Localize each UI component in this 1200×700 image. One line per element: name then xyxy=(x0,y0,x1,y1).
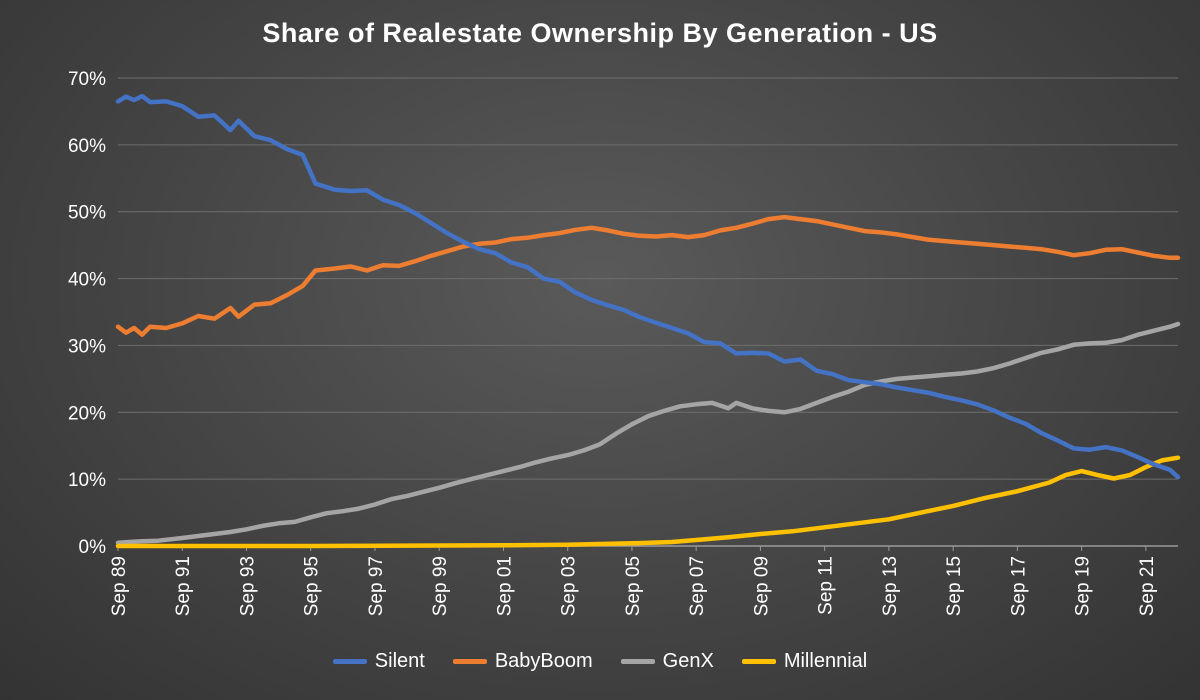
x-tick-label: Sep 17 xyxy=(1008,556,1029,616)
y-tick-label: 40% xyxy=(68,270,106,291)
legend-item-silent: Silent xyxy=(332,650,425,673)
legend-item-genx: GenX xyxy=(620,650,714,673)
y-tick-label: 70% xyxy=(68,69,106,90)
legend-label: Silent xyxy=(374,650,425,672)
x-tick-label: Sep 89 xyxy=(109,556,130,616)
y-tick-label: 0% xyxy=(79,537,107,558)
x-tick-label: Sep 11 xyxy=(816,556,837,615)
x-tick-label: Sep 99 xyxy=(430,556,451,616)
y-axis-ticks: 0% 10% 20% 30% 40% 50% 60% 70% xyxy=(68,69,106,558)
x-tick-label: Sep 19 xyxy=(1073,556,1094,616)
y-tick-label: 10% xyxy=(68,470,106,491)
legend-swatch xyxy=(741,659,776,664)
legend-label: Millennial xyxy=(783,650,868,672)
y-tick-label: 30% xyxy=(68,336,106,357)
legend-swatch xyxy=(452,659,487,664)
series-line-genx xyxy=(115,321,1181,545)
y-tick-label: 60% xyxy=(68,136,106,157)
x-tick-label: Sep 15 xyxy=(944,556,965,616)
legend: Silent BabyBoom GenX Millennial xyxy=(0,650,1200,673)
series-line-babyboom xyxy=(115,214,1181,337)
x-tick-label: Sep 07 xyxy=(687,556,708,616)
x-tick-label: Sep 05 xyxy=(623,556,644,616)
legend-item-millennial: Millennial xyxy=(741,650,868,673)
x-tick-label: Sep 91 xyxy=(173,556,194,616)
legend-swatch xyxy=(332,659,367,664)
x-axis-ticks: Sep 89 Sep 91 Sep 93 Sep 95 Sep 97 Sep 99 Sep … xyxy=(109,546,1158,616)
x-tick-label: Sep 01 xyxy=(494,556,515,616)
legend-item-babyboom: BabyBoom xyxy=(452,650,593,673)
x-tick-label: Sep 21 xyxy=(1137,556,1158,616)
x-tick-label: Sep 95 xyxy=(302,556,323,616)
legend-label: BabyBoom xyxy=(494,650,593,672)
chart-title: Share of Realestate Ownership By Generat… xyxy=(262,18,938,48)
series-line-millennial xyxy=(115,455,1181,549)
x-tick-label: Sep 97 xyxy=(366,556,387,616)
x-tick-label: Sep 09 xyxy=(751,556,772,616)
y-tick-label: 50% xyxy=(68,203,106,224)
gridlines xyxy=(118,77,1178,547)
legend-swatch xyxy=(620,659,655,664)
y-tick-label: 20% xyxy=(68,403,106,424)
series-line-silent xyxy=(115,93,1181,480)
x-tick-label: Sep 13 xyxy=(880,556,901,616)
x-tick-label: Sep 93 xyxy=(237,556,258,616)
x-tick-label: Sep 03 xyxy=(559,556,580,616)
series-lines xyxy=(115,93,1181,549)
legend-label: GenX xyxy=(662,650,714,672)
